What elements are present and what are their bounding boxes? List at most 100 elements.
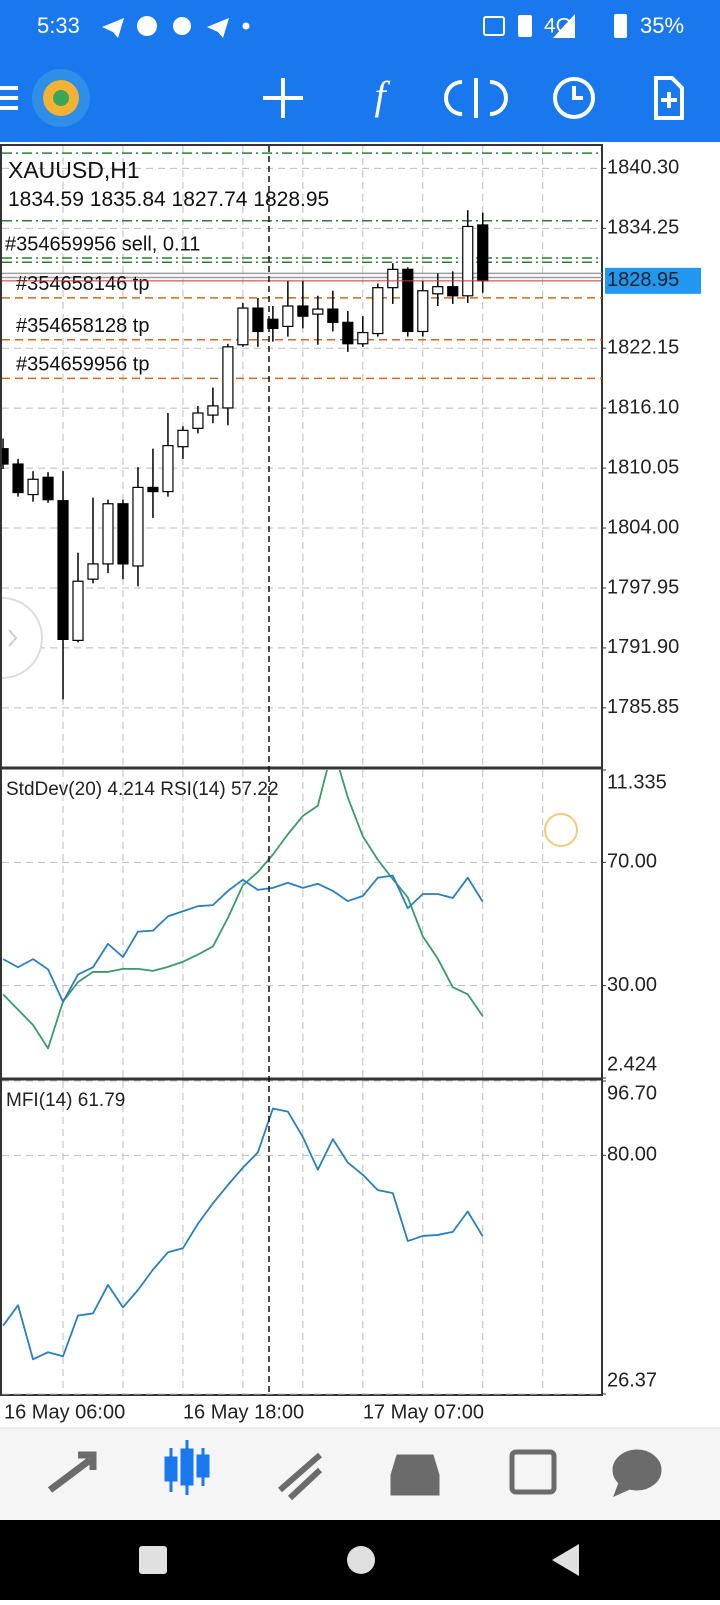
candle-body bbox=[87, 563, 99, 580]
status-time: 5:33 bbox=[37, 13, 80, 38]
candle-body bbox=[372, 287, 384, 335]
ohlc-low: 1827.74 bbox=[172, 188, 248, 211]
y-tick-label: 26.37 bbox=[607, 1369, 657, 1391]
bottom-nav-icons bbox=[47, 1440, 662, 1501]
y-tick-label: 80.00 bbox=[607, 1144, 657, 1166]
bottom-nav bbox=[0, 1428, 720, 1520]
legend-name: MFI(14) bbox=[6, 1090, 73, 1111]
app-logo[interactable] bbox=[32, 69, 90, 127]
y-tick-label: 30.00 bbox=[607, 974, 657, 996]
candle-body bbox=[432, 286, 444, 295]
y-tick-label: 1840.30 bbox=[607, 157, 679, 179]
candle-body bbox=[72, 580, 84, 641]
messages-tab[interactable] bbox=[612, 1449, 662, 1497]
candle-body bbox=[192, 412, 204, 429]
x-tick-label: 17 May 07:00 bbox=[363, 1401, 484, 1423]
y-tick-label: 1810.05 bbox=[607, 456, 679, 478]
trade-tab[interactable] bbox=[278, 1452, 323, 1501]
crosshair-button[interactable] bbox=[263, 78, 303, 118]
legend: MFI(14) 61.79 bbox=[6, 1090, 125, 1111]
candle-body bbox=[267, 318, 279, 329]
cast-icon bbox=[483, 16, 505, 36]
ohlc-open: 1834.59 bbox=[8, 188, 84, 211]
ohlc-text: 1834.59 1835.84 1827.74 1828.95 bbox=[8, 188, 329, 211]
plot-area bbox=[2, 152, 602, 700]
candle-body bbox=[417, 290, 429, 333]
y-tick-label: 1804.00 bbox=[607, 516, 679, 538]
y-tick-label: 1791.90 bbox=[607, 636, 679, 658]
back-button[interactable] bbox=[552, 1544, 579, 1576]
chart-tab[interactable] bbox=[164, 1440, 210, 1495]
indicator-line bbox=[2, 874, 484, 1003]
indicator-line bbox=[2, 770, 484, 1050]
candle-body bbox=[27, 478, 39, 496]
order-label: #354658128 tp bbox=[16, 315, 149, 337]
home-button[interactable] bbox=[347, 1546, 375, 1574]
legend: StdDev(20) 4.214 RSI(14) 57.22 bbox=[6, 779, 279, 800]
legend-value: 61.79 bbox=[78, 1090, 126, 1111]
candle-body bbox=[447, 286, 459, 297]
telegram-icon bbox=[102, 18, 124, 38]
menu-button[interactable] bbox=[0, 86, 18, 110]
candle-body bbox=[12, 463, 24, 494]
candle-body bbox=[462, 225, 474, 297]
candle-body bbox=[207, 405, 219, 416]
quotes-tab[interactable] bbox=[47, 1451, 97, 1493]
timeframe-button[interactable] bbox=[553, 77, 595, 119]
history-tab[interactable] bbox=[390, 1454, 440, 1496]
y-tick-label: 1834.25 bbox=[607, 217, 679, 239]
candle-body bbox=[132, 486, 144, 567]
price-label: 1828.95 bbox=[607, 269, 679, 291]
candle-body bbox=[222, 346, 234, 409]
signal-icon bbox=[553, 14, 575, 38]
plot-area bbox=[2, 770, 484, 1050]
y-tick-label: 2.424 bbox=[607, 1053, 657, 1075]
plot-area bbox=[2, 1107, 484, 1361]
recents-button[interactable] bbox=[139, 1546, 167, 1574]
order-label: #354659956 tp bbox=[16, 354, 149, 376]
chart-title: XAUUSD,H1 bbox=[8, 157, 140, 183]
news-tab[interactable] bbox=[509, 1449, 557, 1495]
y-tick-label: 96.70 bbox=[607, 1082, 657, 1104]
candle-body bbox=[402, 268, 414, 333]
vibrate-icon bbox=[518, 15, 532, 37]
order-label: #354658146 tp bbox=[16, 273, 149, 295]
legend-value: 57.22 bbox=[231, 779, 279, 800]
x-tick-label: 16 May 06:00 bbox=[4, 1401, 125, 1423]
app-icon bbox=[137, 16, 157, 36]
candle-body bbox=[297, 305, 309, 317]
scroll-handle[interactable] bbox=[1, 597, 43, 679]
trade-button[interactable] bbox=[444, 78, 508, 118]
new-order-button[interactable] bbox=[654, 76, 684, 120]
price-label-box bbox=[605, 267, 701, 294]
network: 4G bbox=[544, 15, 572, 38]
candle-body bbox=[282, 305, 294, 328]
telegram-icon bbox=[207, 18, 229, 38]
ohlc-close: 1828.95 bbox=[253, 188, 329, 211]
candle-body bbox=[237, 307, 249, 346]
candle-body bbox=[2, 448, 9, 465]
indicator-line bbox=[2, 1107, 484, 1361]
candle-body bbox=[387, 268, 399, 289]
app-bar bbox=[0, 0, 720, 142]
ohlc-high: 1835.84 bbox=[90, 188, 166, 211]
legend-value: 4.214 bbox=[107, 779, 155, 800]
legend-name: RSI(14) bbox=[160, 779, 225, 800]
candle-body bbox=[312, 308, 324, 315]
battery-level: 35% bbox=[640, 13, 684, 38]
chart-layer: 1840.30 1834.25 1822.15 1816.10 1810.05 1804.… bbox=[2, 146, 701, 1423]
candle-body bbox=[102, 503, 114, 565]
candle-body bbox=[147, 486, 159, 493]
candle-body bbox=[162, 445, 174, 493]
candle-body bbox=[357, 331, 369, 345]
order-label: #354659956 sell, 0.11 bbox=[5, 233, 200, 255]
y-tick-label: 11.335 bbox=[607, 771, 667, 793]
y-tick-label: 1816.10 bbox=[607, 396, 679, 418]
candle-body bbox=[117, 503, 129, 565]
dot-icon bbox=[242, 22, 250, 30]
candle-body bbox=[327, 308, 339, 323]
y-tick-label: 1797.95 bbox=[607, 576, 679, 598]
status-icons bbox=[102, 14, 627, 38]
